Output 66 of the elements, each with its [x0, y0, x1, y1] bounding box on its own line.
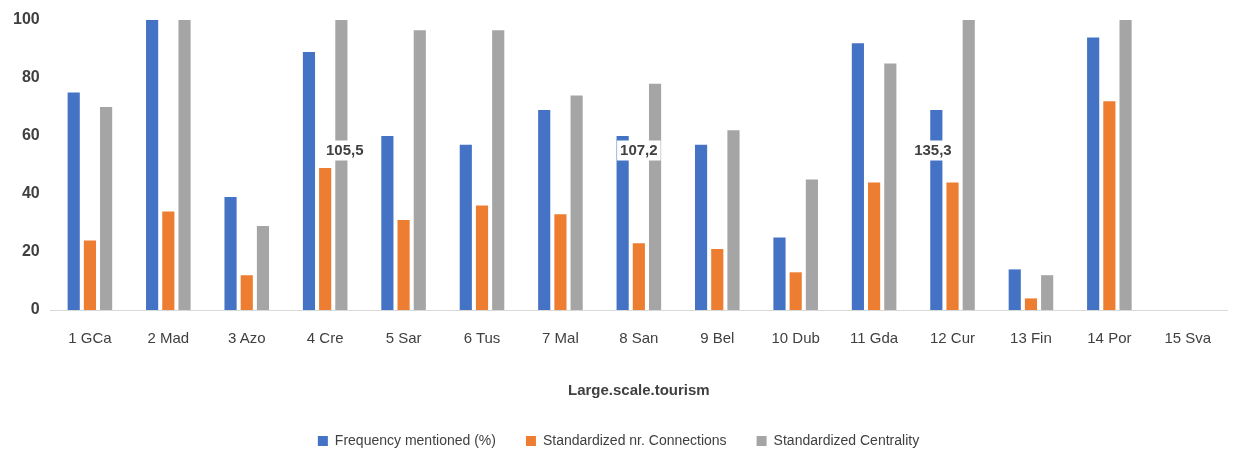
- bar: [1119, 20, 1132, 310]
- bar: [884, 63, 897, 310]
- x-tick-label: 13 Fin: [1010, 329, 1052, 347]
- bar: [178, 20, 191, 310]
- bar: [1041, 275, 1054, 310]
- x-tick-label: 10 Dub: [771, 329, 820, 347]
- bar: [962, 20, 975, 310]
- bar: [397, 220, 410, 310]
- bar: [83, 240, 96, 310]
- bar: [162, 211, 175, 310]
- bar: [319, 167, 332, 310]
- bar: [1024, 298, 1038, 310]
- bar: [492, 30, 505, 310]
- y-tick-label: 100: [12, 10, 40, 28]
- bar: [851, 43, 864, 310]
- bar: [302, 51, 316, 310]
- bar: [570, 95, 583, 310]
- bar: [805, 179, 818, 310]
- bar: [413, 30, 426, 310]
- legend-label: Standardized Centrality: [773, 431, 920, 448]
- x-tick-label: 14 Por: [1087, 329, 1132, 347]
- x-tick-label: 12 Cur: [930, 329, 976, 347]
- x-tick-label: 6 Tus: [463, 329, 501, 347]
- bar: [946, 182, 959, 310]
- x-tick-label: 1 GCa: [68, 329, 113, 347]
- bar: [554, 214, 567, 310]
- bar: [381, 136, 394, 310]
- x-tick-label: 4 Cre: [306, 329, 344, 347]
- y-tick-label: 0: [30, 300, 40, 318]
- y-tick-label: 80: [21, 68, 40, 86]
- bar: [538, 109, 551, 310]
- x-tick-label: 9 Bel: [700, 329, 735, 347]
- y-tick-label: 20: [21, 242, 40, 260]
- bar: [256, 225, 270, 310]
- bar: [694, 144, 708, 310]
- y-tick-label: 60: [21, 126, 40, 144]
- x-tick-label: 15 Sva: [1164, 329, 1212, 347]
- bar: [475, 205, 489, 310]
- x-tick-label: 2 Mad: [147, 329, 190, 347]
- bar: [868, 182, 881, 310]
- y-tick-label: 40: [21, 184, 40, 202]
- bar: [711, 249, 724, 310]
- bar: [1087, 37, 1100, 310]
- bar: [1008, 269, 1021, 310]
- bar: [773, 237, 786, 310]
- x-tick-label: 11 Gda: [850, 329, 899, 347]
- bar: [459, 144, 472, 310]
- x-tick-label: 3 Azo: [227, 329, 266, 347]
- bar: [727, 130, 740, 310]
- legend-label: Standardized nr. Connections: [542, 431, 727, 448]
- x-tick-label: 7 Mal: [542, 329, 579, 347]
- x-tick-label: 8 San: [619, 329, 659, 347]
- legend-label: Frequency mentioned (%): [334, 431, 496, 448]
- bar: [100, 107, 113, 310]
- bar: [1103, 101, 1116, 310]
- bar: [632, 243, 645, 310]
- bar: [240, 275, 253, 310]
- annotation: 135,3: [914, 140, 952, 158]
- bar: [224, 196, 237, 310]
- bar: [789, 272, 802, 310]
- bar: [146, 20, 159, 310]
- annotation: 107,2: [620, 140, 658, 158]
- annotation: 105,5: [326, 140, 364, 158]
- x-tick-label: 5 Sar: [385, 329, 422, 347]
- x-axis-title: Large.scale.tourism: [567, 381, 710, 399]
- bar: [67, 92, 80, 310]
